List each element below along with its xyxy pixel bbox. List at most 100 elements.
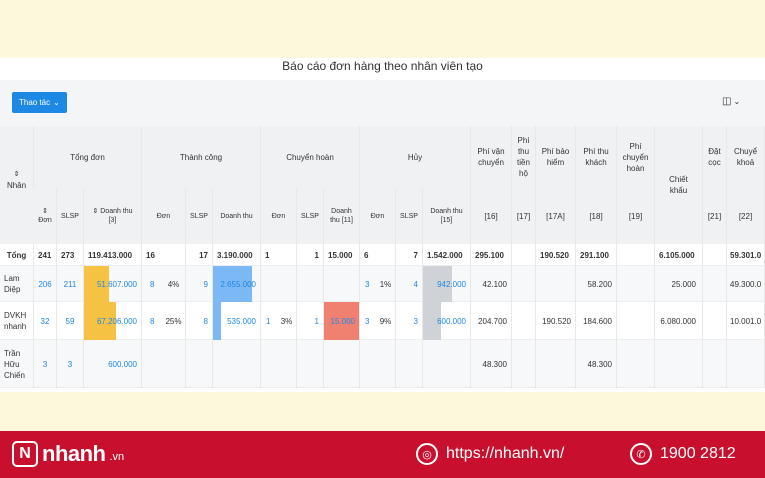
total-slsp-link[interactable]: 211 — [57, 266, 84, 302]
returning-revenue-link[interactable]: 15.000 — [324, 302, 360, 340]
subheader-cancelled-order: Đơn — [360, 188, 396, 244]
success-revenue-link[interactable] — [213, 340, 261, 388]
header-transfer-code: [22] — [727, 188, 765, 244]
total-order-link-text: 32 — [40, 316, 50, 326]
subheader-total-order[interactable]: ⇕ Đơn — [34, 188, 57, 244]
cancelled-revenue-link[interactable] — [423, 340, 471, 388]
cancelled-slsp-link[interactable]: 3 — [396, 302, 423, 340]
success-order-link-text: 8 — [150, 316, 155, 326]
returning-order-link[interactable] — [261, 266, 277, 302]
success-revenue-total: 3.190.000 — [213, 244, 261, 266]
header-transfer: Chuyể khoả — [727, 126, 765, 188]
returning-revenue-link[interactable] — [324, 340, 360, 388]
collect-fee — [512, 302, 536, 340]
total-order-link[interactable]: 32 — [34, 302, 57, 340]
returning-pct: 3% — [277, 302, 297, 340]
cancelled-pct — [376, 340, 396, 388]
cancelled-order-link[interactable] — [360, 340, 376, 388]
returning-order-link[interactable]: 1 — [261, 302, 277, 340]
success-revenue-link[interactable]: 535.000 — [213, 302, 261, 340]
success-slsp-link[interactable]: 8 — [186, 302, 213, 340]
hotline[interactable]: ✆ 1900 2812 — [630, 443, 736, 465]
returning-order-link[interactable] — [261, 340, 277, 388]
customer-fee: 48.300 — [576, 340, 617, 388]
insurance-fee-text: 190.520 — [542, 316, 571, 326]
subheader-revenue-text: Doanh thu [3] — [100, 208, 133, 224]
collect-fee-total — [512, 244, 536, 266]
total-order-link[interactable]: 3 — [34, 340, 57, 388]
transfer — [727, 340, 765, 388]
cancelled-slsp-link[interactable]: 4 — [396, 266, 423, 302]
ship-fee-text: 204.700 — [478, 316, 507, 326]
cancelled-order-total: 6 — [360, 244, 396, 266]
success-pct — [162, 340, 186, 388]
brand-logo: N nhanh .vn — [12, 441, 124, 467]
globe-icon: ◎ — [416, 443, 438, 465]
sort-icon: ⇕ — [92, 208, 101, 215]
cancelled-revenue-link[interactable]: 942.000 — [423, 266, 471, 302]
cancelled-order-link[interactable]: 3 — [360, 266, 376, 302]
header-customer-fee: Phí thu khách — [576, 126, 617, 188]
header-insurance-fee: Phí bảo hiểm — [536, 126, 576, 188]
deposit-total — [703, 244, 727, 266]
header-success: Thành công — [142, 126, 261, 188]
return-fee — [617, 302, 655, 340]
cancelled-pct: 9% — [376, 302, 396, 340]
success-revenue-link[interactable]: 2.655.000 — [213, 266, 261, 302]
total-label: Tổng — [0, 244, 34, 266]
header-collect-fee-code: [17] — [512, 188, 536, 244]
employee-name: DVKH nhanh — [0, 302, 34, 340]
subheader-total-slsp: SLSP — [57, 188, 84, 244]
success-order-link[interactable]: 8 — [142, 302, 162, 340]
returning-revenue-link[interactable] — [324, 266, 360, 302]
cancelled-slsp-link[interactable] — [396, 340, 423, 388]
report-table: ⇕ Nhân viên Tổng đơn Thành công Chuyển h… — [0, 126, 765, 392]
ship-fee: 42.100 — [471, 266, 512, 302]
chevron-down-icon: ⌄ — [53, 98, 60, 107]
columns-toggle-button[interactable]: ◫ ⌄ — [722, 96, 740, 107]
success-order-link[interactable] — [142, 340, 162, 388]
success-order-link[interactable]: 8 — [142, 266, 162, 302]
ship-fee-total: 295.100 — [471, 244, 512, 266]
sort-icon: ⇕ — [42, 208, 48, 215]
total-revenue-link-text: 51.607.000 — [96, 279, 137, 289]
returning-slsp-link[interactable]: 1 — [297, 302, 324, 340]
insurance-fee — [536, 266, 576, 302]
table-row: Trần Hữu Chiến 3 3 600.000 48.300 48.300 — [0, 340, 765, 388]
total-revenue-link[interactable]: 67.206.000 — [84, 302, 142, 340]
subheader-total-revenue[interactable]: ⇕ Doanh thu [3] — [84, 188, 142, 244]
header-discount: Chiết khấu — [655, 126, 703, 244]
total-slsp-link[interactable]: 59 — [57, 302, 84, 340]
subheader-returning-order: Đơn — [261, 188, 297, 244]
brand-suffix: .vn — [109, 451, 125, 463]
header-cancelled: Hủy — [360, 126, 471, 188]
total-revenue-link[interactable]: 600.000 — [84, 340, 142, 388]
success-slsp-link[interactable]: 9 — [186, 266, 213, 302]
revenue-bar — [423, 302, 442, 340]
transfer-text: 10.001.0 — [730, 316, 762, 326]
total-slsp-link-text: 211 — [63, 279, 77, 289]
action-button[interactable]: Thao tác ⌄ — [12, 92, 67, 113]
website-link[interactable]: ◎ https://nhanh.vn/ — [416, 443, 564, 465]
returning-revenue-link-text: 15.000 — [330, 316, 355, 326]
cancelled-order-link-text: 3 — [365, 316, 370, 326]
header-customer-fee-code: [18] — [576, 188, 617, 244]
cancelled-order-link[interactable]: 3 — [360, 302, 376, 340]
header-returning: Chuyển hoàn — [261, 126, 360, 188]
insurance-fee: 190.520 — [536, 302, 576, 340]
cancelled-revenue-link[interactable]: 600.000 — [423, 302, 471, 340]
revenue-bar — [423, 266, 452, 302]
total-order-link[interactable]: 206 — [34, 266, 57, 302]
header-deposit: Đặt cọc — [703, 126, 727, 188]
total-revenue-link[interactable]: 51.607.000 — [84, 266, 142, 302]
total-slsp-link[interactable]: 3 — [57, 340, 84, 388]
returning-slsp-link[interactable] — [297, 340, 324, 388]
header-ship-fee: Phí vận chuyển — [471, 126, 512, 188]
customer-fee-total: 291.100 — [576, 244, 617, 266]
success-pct-text: 25% — [165, 316, 182, 326]
discount-text: 6.080.000 — [660, 316, 696, 326]
brand-name: nhanh — [42, 441, 106, 466]
subheader-success-order: Đơn — [142, 188, 186, 244]
success-slsp-link[interactable] — [186, 340, 213, 388]
returning-slsp-link[interactable] — [297, 266, 324, 302]
